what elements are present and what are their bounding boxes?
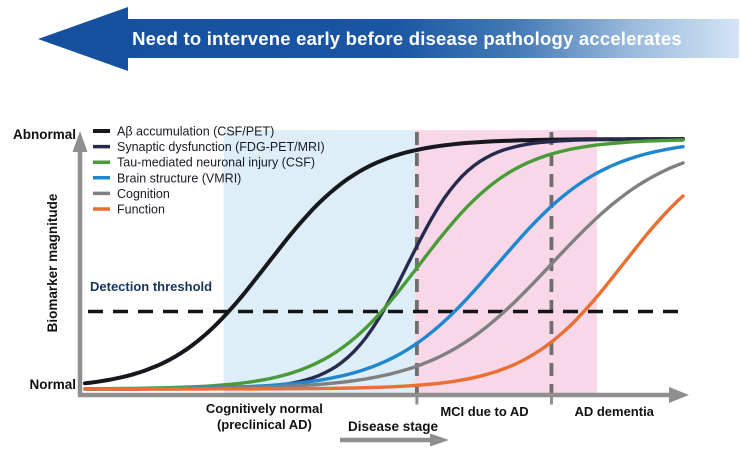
- legend-label: Cognition: [117, 187, 170, 201]
- legend-label: Function: [117, 203, 165, 217]
- axis-labels: Abnormal Normal Biomarker magnitude Dete…: [13, 127, 212, 392]
- stage-region: [223, 130, 416, 393]
- disease-stage-axis-label: Disease stage: [340, 419, 449, 447]
- y-label-abnormal: Abnormal: [13, 127, 76, 142]
- axes: [72, 131, 689, 403]
- stage-label-preclinical-ad: (preclinical AD): [217, 417, 312, 432]
- curve-6: [83, 194, 685, 391]
- biomarker-curves: [83, 137, 685, 391]
- legend-label: Synaptic dysfunction (FDG-PET/MRI): [117, 140, 325, 154]
- banner-arrow: [38, 7, 739, 71]
- legend-label: Tau-mediated neuronal injury (CSF): [117, 156, 315, 170]
- legend: Aβ accumulation (CSF/PET)Synaptic dysfun…: [93, 125, 325, 217]
- y-axis-arrowhead-icon: [72, 131, 88, 152]
- legend-label: Aβ accumulation (CSF/PET): [117, 125, 274, 139]
- legend-label: Brain structure (VMRI): [117, 171, 241, 185]
- banner-title: Need to intervene early before disease p…: [132, 28, 682, 49]
- y-label-normal: Normal: [29, 377, 76, 392]
- detection-threshold-label: Detection threshold: [90, 279, 212, 294]
- x-axis-title: Disease stage: [348, 419, 439, 434]
- stage-label-cognitively-normal: Cognitively normal: [206, 401, 323, 416]
- stage-regions: [223, 130, 597, 393]
- stage-label-ad-dementia: AD dementia: [574, 404, 654, 419]
- x-axis-arrowhead-icon: [669, 387, 689, 403]
- disease-stage-arrowhead-icon: [430, 433, 449, 447]
- stage-labels: Cognitively normal (preclinical AD) MCI …: [206, 401, 655, 432]
- y-axis-title: Biomarker magnitude: [45, 193, 60, 332]
- stage-label-mci: MCI due to AD: [440, 404, 528, 419]
